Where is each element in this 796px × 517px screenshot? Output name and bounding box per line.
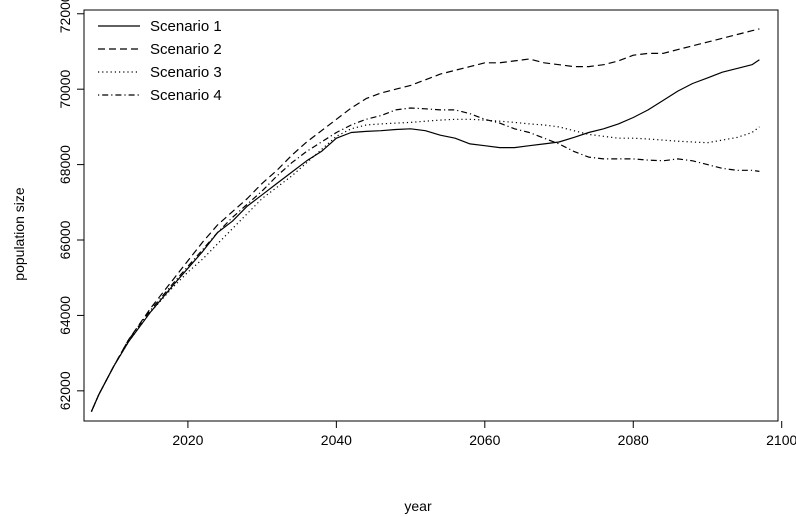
series-layer [90,28,760,412]
y-tick-label: 64000 [57,296,73,335]
x-axis-title: year [404,498,432,514]
legend-label: Scenario 3 [150,64,222,81]
y-tick-label: 68000 [57,145,73,184]
series-line-scenario-1 [90,59,760,412]
legend-label: Scenario 2 [150,41,222,58]
series-line-scenario-4 [90,107,760,412]
series-line-scenario-2 [90,28,760,412]
y-axis-title: population size [11,187,27,281]
y-tick-label: 70000 [57,70,73,109]
legend: Scenario 1 Scenario 2 Scenario 3 Scenario 4 [98,18,222,104]
x-tick-label: 2060 [469,432,500,448]
plot-frame [83,9,779,422]
x-axis: 2020 2040 2060 2080 2100 [172,421,796,448]
y-tick-label: 72000 [57,0,73,33]
y-axis: 62000 64000 66000 68000 70000 72000 [57,0,84,410]
legend-label: Scenario 1 [150,18,222,35]
y-tick-label: 62000 [57,371,73,410]
x-tick-label: 2020 [172,432,203,448]
series-line-scenario-3 [90,118,760,412]
legend-label: Scenario 4 [150,87,222,104]
x-tick-label: 2040 [321,432,352,448]
x-tick-label: 2100 [766,432,796,448]
x-tick-label: 2080 [618,432,649,448]
y-tick-label: 66000 [57,220,73,259]
